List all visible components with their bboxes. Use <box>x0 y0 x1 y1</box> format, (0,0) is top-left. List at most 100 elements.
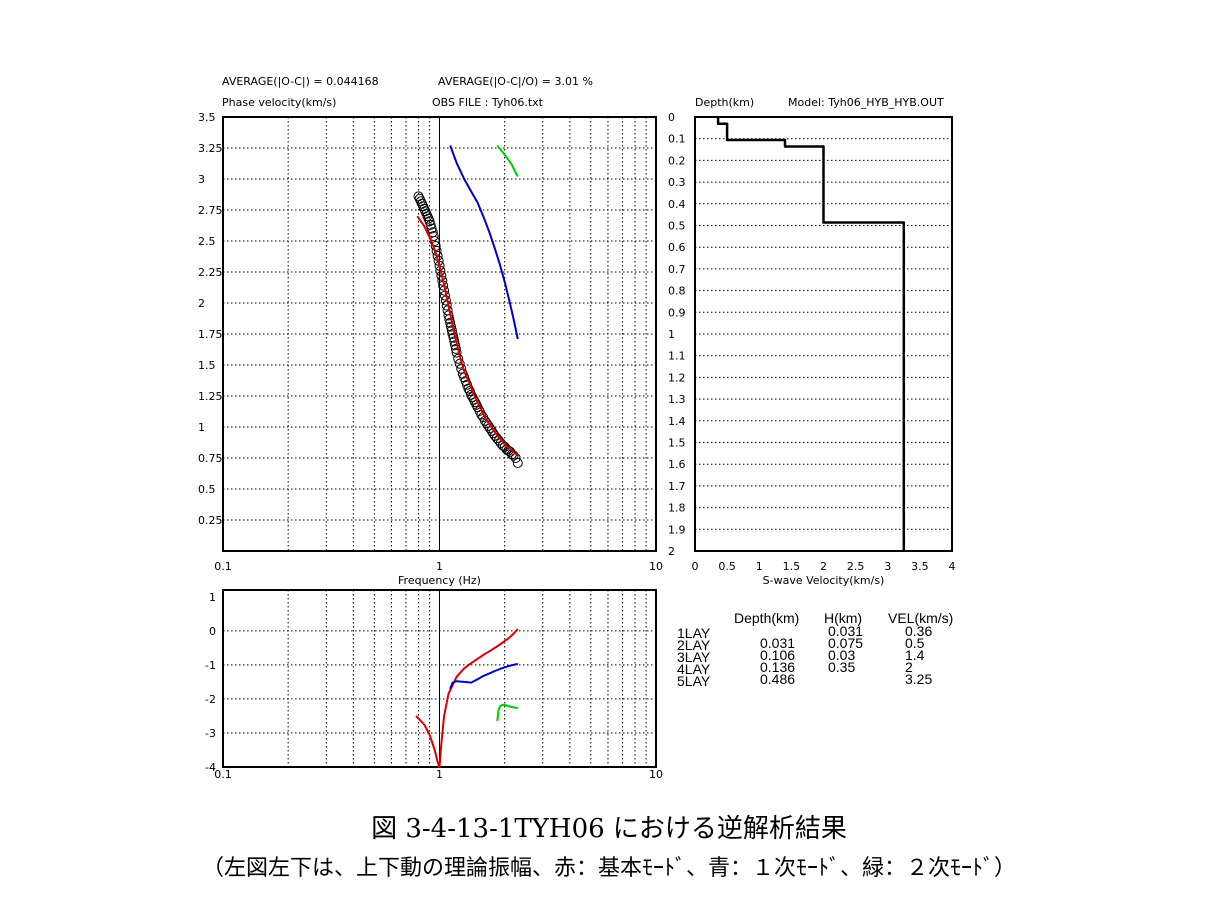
x-tick-label: 1 <box>436 768 443 781</box>
table-cell-depth: 0.106 <box>760 647 796 663</box>
table-cell-h: 0.03 <box>828 647 856 663</box>
depth-tick-label: 1.1 <box>668 350 686 363</box>
depth-tick-label: 1.4 <box>668 415 686 428</box>
velocity-tick-label: 1.5 <box>783 560 801 573</box>
average-abs-text: AVERAGE(|O-C|) = 0.044168 <box>222 75 379 88</box>
y-tick-label: 1.5 <box>198 359 216 372</box>
table-header-depth: Depth(km) <box>734 610 800 626</box>
depth-tick-label: 0.5 <box>668 220 686 233</box>
x-tick-label: 0.1 <box>214 560 232 573</box>
y-tick-label: 2.25 <box>198 266 223 279</box>
observed-point <box>463 383 474 394</box>
plot-frame <box>694 116 953 552</box>
velocity-profile <box>716 117 906 551</box>
model-file-text: Model: Tyh06_HYB_HYB.OUT <box>788 96 944 109</box>
dispersion-curve-2nd-higher <box>496 144 519 177</box>
depth-tick-label: 1.8 <box>668 502 686 515</box>
table-cell-h: 0.031 <box>828 623 864 639</box>
amplitude-curve-2nd-higher <box>496 703 518 722</box>
x-axis-title: Frequency (Hz) <box>398 574 481 587</box>
table-row-label: 3LAY <box>677 649 711 665</box>
plot-frame <box>222 116 657 552</box>
y-tick-label: 1 <box>198 421 205 434</box>
y-tick-label: 0.25 <box>198 514 223 527</box>
observed-point <box>424 216 435 227</box>
table-header-vel: VEL(km/s) <box>888 610 954 626</box>
velocity-tick-label: 1 <box>756 560 763 573</box>
y-tick-label: 2 <box>198 297 205 310</box>
velocity-tick-label: 2 <box>820 560 827 573</box>
amplitude-chart: 10-1-2-3-40.1 1 10 <box>205 589 663 781</box>
y-tick-label: 3.25 <box>198 142 223 155</box>
table-cell-depth: 0.486 <box>760 671 796 687</box>
depth-tick-label: 0.8 <box>668 285 686 298</box>
observed-point <box>451 347 462 358</box>
depth-tick-label: 1.2 <box>668 371 686 384</box>
velocity-tick-label: 2.5 <box>847 560 865 573</box>
depth-tick-label: 1 <box>668 328 675 341</box>
depth-tick-label: 0.2 <box>668 154 686 167</box>
velocity-tick-label: 3 <box>884 560 891 573</box>
dispersion-curve-1st-higher <box>449 145 519 340</box>
y-tick-label: 3 <box>198 173 205 186</box>
table-cell-vel: 0.5 <box>905 635 925 651</box>
table-cell-vel: 1.4 <box>905 647 925 663</box>
table-row-label: 4LAY <box>677 661 711 677</box>
observed-point <box>426 223 437 234</box>
obs-file-text: OBS FILE : Tyh06.txt <box>432 96 543 109</box>
depth-tick-label: 0 <box>668 111 675 124</box>
depth-tick-label: 1.5 <box>668 437 686 450</box>
depth-tick-label: 1.3 <box>668 393 686 406</box>
depth-tick-label: 0.4 <box>668 198 686 211</box>
table-cell-vel: 2 <box>905 659 913 675</box>
x-tick-label: 10 <box>649 560 663 573</box>
y-tick-label: 2.75 <box>198 204 223 217</box>
table-cell-depth: 0.136 <box>760 659 796 675</box>
depth-tick-label: 0.1 <box>668 133 686 146</box>
depth-tick-label: 0.9 <box>668 306 686 319</box>
y-tick-label: -4 <box>205 761 216 774</box>
depth-tick-label: 0.7 <box>668 263 686 276</box>
observed-point <box>425 219 436 230</box>
x-tick-label: 1 <box>436 560 443 573</box>
depth-tick-label: 1.7 <box>668 480 686 493</box>
table-row-label: 2LAY <box>677 637 711 653</box>
table-cell-depth: 0.031 <box>760 635 796 651</box>
y-tick-label: 1.25 <box>198 390 223 403</box>
y-tick-label: -2 <box>205 693 216 706</box>
amplitude-curve-1st-higher <box>449 662 519 690</box>
observed-point <box>512 458 523 468</box>
observed-point <box>434 260 445 271</box>
dispersion-chart: 0.25 0.5 0.75 1 1.25 1.5 1.75 2 2.25 2.5 2.75 3 3.25… <box>198 111 663 587</box>
y-tick-label: 0 <box>209 625 216 638</box>
table-cell-h: 0.075 <box>828 635 864 651</box>
velocity-tick-label: 0 <box>692 560 699 573</box>
depth-tick-label: 2 <box>668 545 675 558</box>
velocity-model-chart: 0 0.1 0.2 0.3 0.4 0.5 0.6 0.7 0.8 0.9 1 1.1 1.2 1.3 1.… <box>668 111 956 587</box>
table-row-label: 5LAY <box>677 673 711 689</box>
velocity-tick-label: 0.5 <box>718 560 736 573</box>
depth-tick-label: 0.6 <box>668 241 686 254</box>
y-tick-label: 2.5 <box>198 235 216 248</box>
average-rel-text: AVERAGE(|O-C|/O) = 3.01 % <box>438 75 593 88</box>
observed-point <box>450 340 461 351</box>
depth-axis-title: Depth(km) <box>695 96 755 109</box>
depth-tick-label: 0.3 <box>668 176 686 189</box>
x-tick-label: 10 <box>649 768 663 781</box>
y-tick-label: 0.5 <box>198 483 216 496</box>
x-tick-label: 0.1 <box>214 768 232 781</box>
y-tick-label: 3.5 <box>198 111 216 124</box>
observed-point <box>443 310 454 321</box>
amplitude-curve-fundamental <box>415 628 519 768</box>
y-tick-label: -1 <box>205 659 216 672</box>
observed-point <box>450 343 461 354</box>
y-tick-label: 1.75 <box>198 328 223 341</box>
table-header-h: H(km) <box>824 610 863 626</box>
observed-point <box>453 353 464 364</box>
y-tick-label: 0.75 <box>198 452 223 465</box>
depth-tick-label: 1.6 <box>668 458 686 471</box>
y-tick-label: 1 <box>209 591 216 604</box>
table-row-label: 1LAY <box>677 625 711 641</box>
depth-tick-label: 1.9 <box>668 523 686 536</box>
